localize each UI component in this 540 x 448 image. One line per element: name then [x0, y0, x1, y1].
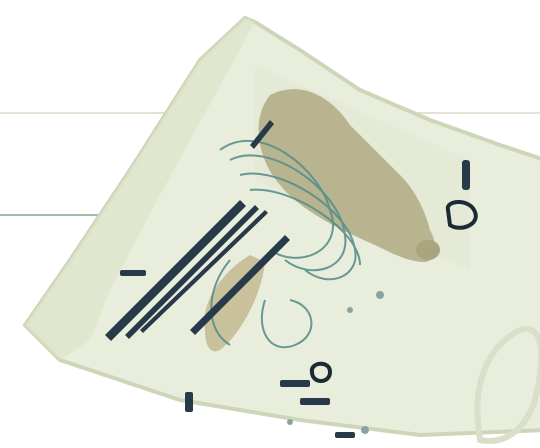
water-bottle [258, 89, 436, 263]
ring-pull [445, 200, 478, 230]
ring-pull-lower [309, 361, 333, 383]
bag-side-panel [25, 18, 255, 360]
snap-buttons [287, 291, 384, 434]
pens-and-tools [105, 120, 290, 341]
zipper-pulls [120, 160, 470, 438]
bottle-cap [416, 240, 440, 260]
bag-handle [474, 325, 540, 444]
cables [210, 139, 361, 349]
